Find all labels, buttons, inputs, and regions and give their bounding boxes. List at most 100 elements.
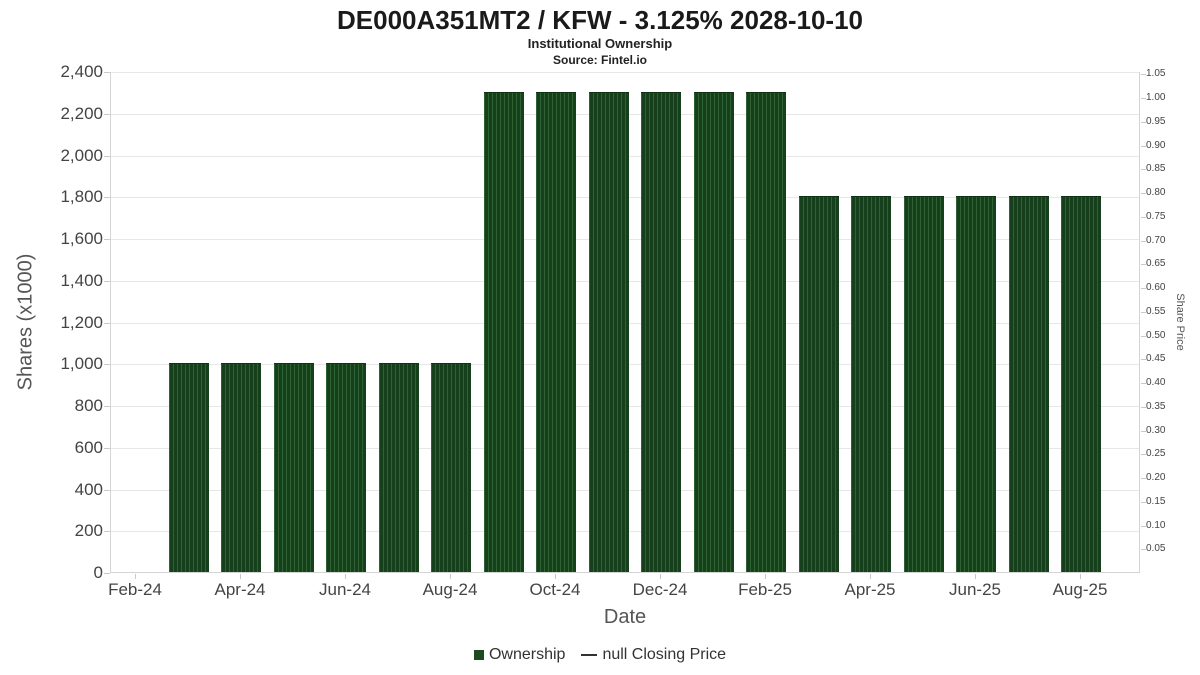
legend-line-marker <box>581 654 598 656</box>
left-axis-tick-mark <box>104 364 110 366</box>
left-axis-tick-mark <box>104 280 110 282</box>
x-axis-tick-mark <box>135 574 136 579</box>
right-axis-tick-label: 0.55 <box>1146 305 1166 317</box>
x-axis-tick-label: Oct-24 <box>529 580 581 599</box>
left-axis-tick-mark <box>104 531 110 533</box>
right-axis-tick-mark <box>1141 240 1146 242</box>
left-axis-tick-mark <box>104 155 110 157</box>
x-axis-tick-label: Feb-25 <box>738 580 792 599</box>
x-axis-tick-label: Jun-25 <box>949 580 1001 599</box>
right-axis-tick-label: 0.05 <box>1146 543 1166 555</box>
right-axis-tick-mark <box>1141 430 1146 432</box>
left-axis-tick-label: 800 <box>74 396 103 415</box>
legend-item-ownership[interactable]: Ownership <box>473 646 565 664</box>
right-axis-tick-label: 0.35 <box>1146 400 1166 412</box>
right-axis-tick-mark <box>1141 74 1146 76</box>
left-axis-tick-mark <box>104 322 110 324</box>
ownership-bar <box>378 363 419 572</box>
right-axis-tick-mark <box>1141 406 1146 408</box>
x-axis-tick-label: Jun-24 <box>319 580 371 599</box>
right-axis-tick-mark <box>1141 216 1146 218</box>
right-axis-tick-label: 0.80 <box>1146 187 1166 199</box>
x-axis-tick-label: Apr-25 <box>844 580 896 599</box>
right-axis-tick-mark <box>1141 264 1146 266</box>
left-axis-tick-label: 2,200 <box>60 103 103 123</box>
ownership-bar <box>168 363 209 572</box>
ownership-bar <box>641 91 681 572</box>
ownership-bar <box>483 91 524 572</box>
ownership-bar <box>693 91 734 572</box>
right-axis-tick-label: 0.50 <box>1146 329 1166 341</box>
right-axis-tick-label: 0.40 <box>1146 377 1166 389</box>
right-axis-tick-mark <box>1141 525 1146 527</box>
right-axis-tick-label: 0.70 <box>1146 234 1166 246</box>
right-axis-tick-mark <box>1141 383 1146 385</box>
right-axis-tick-mark <box>1141 169 1146 171</box>
left-axis-tick-mark <box>104 489 110 491</box>
right-axis-tick-label: 0.65 <box>1146 258 1166 270</box>
right-axis-tick-label: 0.20 <box>1146 472 1166 484</box>
right-axis-tick-mark <box>1141 98 1146 100</box>
right-axis-tick-label: 1.00 <box>1146 92 1166 104</box>
left-axis-tick-mark <box>104 72 110 73</box>
right-axis-tick-label: 0.30 <box>1146 424 1166 436</box>
x-axis-tick-label: Aug-24 <box>422 580 478 599</box>
left-axis-tick-mark <box>104 197 110 199</box>
x-axis-tick-mark <box>1080 574 1081 579</box>
legend-item-null-closing-price[interactable]: null Closing Price <box>581 646 726 664</box>
ownership-bar <box>431 363 471 572</box>
x-axis-tick-mark <box>555 574 556 579</box>
left-axis-tick-label: 1,800 <box>60 187 103 207</box>
left-axis-tick-mark <box>104 447 110 449</box>
right-axis-title: Share Price <box>1174 293 1186 351</box>
left-axis-tick-label: 600 <box>74 437 103 457</box>
right-axis-tick-label: 1.05 <box>1146 68 1166 80</box>
gridline <box>111 72 1139 73</box>
ownership-bar <box>851 196 891 572</box>
left-axis-tick-label: 1,000 <box>60 354 103 374</box>
legend-label: null Closing Price <box>602 646 727 663</box>
right-axis-tick-label: 0.10 <box>1146 519 1166 531</box>
right-axis-tick-label: 0.60 <box>1146 282 1166 294</box>
ownership-bar <box>536 91 576 572</box>
ownership-bar <box>1008 196 1049 572</box>
ownership-bar <box>221 363 261 572</box>
left-axis-tick-label: 2,400 <box>60 62 103 81</box>
right-axis-tick-mark <box>1141 549 1146 551</box>
x-axis-tick-mark <box>450 574 451 579</box>
left-axis-tick-label: 1,600 <box>60 229 103 248</box>
ownership-bar <box>903 196 944 572</box>
x-axis-tick-mark <box>975 574 976 579</box>
left-axis-tick-label: 400 <box>74 479 103 499</box>
chart-source: Source: Fintel.io <box>552 53 647 67</box>
chart-subtitle: Institutional Ownership <box>527 36 673 51</box>
right-axis-tick-mark <box>1141 311 1146 313</box>
x-axis-tick-mark <box>660 574 661 579</box>
legend-square-marker <box>473 650 484 660</box>
right-axis-tick-mark <box>1141 121 1146 123</box>
x-axis-title: Date <box>603 606 647 628</box>
right-axis-tick-mark <box>1141 288 1146 290</box>
left-axis-tick-mark <box>104 113 110 115</box>
left-axis-tick-mark <box>104 239 110 240</box>
ownership-bar <box>956 196 996 572</box>
ownership-bar <box>588 91 629 572</box>
left-axis-tick-label: 2,000 <box>60 145 103 165</box>
left-axis-tick-label: 0 <box>93 563 103 582</box>
left-axis-tick-label: 200 <box>74 521 103 541</box>
right-axis-tick-mark <box>1141 501 1146 503</box>
x-axis-tick-label: Feb-24 <box>108 580 162 599</box>
x-axis-tick-label: Dec-24 <box>632 580 688 599</box>
x-axis-tick-mark <box>345 574 346 579</box>
ownership-bar <box>326 363 366 572</box>
right-axis-tick-mark <box>1141 193 1146 195</box>
right-axis-tick-mark <box>1141 454 1146 456</box>
right-axis-tick-label: 0.85 <box>1146 163 1166 175</box>
right-axis-tick-label: 0.75 <box>1146 210 1166 222</box>
ownership-bar <box>273 363 314 572</box>
x-axis-tick-mark <box>870 574 871 579</box>
right-axis-tick-mark <box>1141 335 1146 337</box>
x-axis-tick-mark <box>240 574 241 579</box>
right-axis-tick-label: 0.95 <box>1146 115 1166 127</box>
